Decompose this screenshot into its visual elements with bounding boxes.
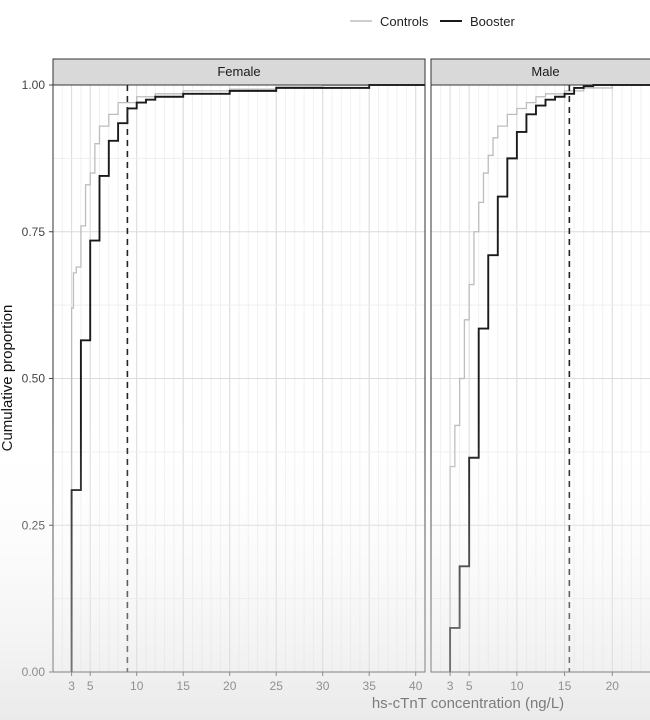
series-line-controls — [449, 84, 650, 672]
legend-controls-label: Controls — [380, 14, 429, 29]
x-tick-label: 35 — [363, 679, 377, 693]
x-tick-label: 20 — [606, 679, 620, 693]
facet-strip-label: Female — [217, 64, 260, 79]
x-tick-label: 5 — [466, 679, 473, 693]
facet-strip — [430, 58, 650, 86]
x-tick-label: 40 — [409, 679, 423, 693]
legend: Controls Booster — [350, 14, 515, 29]
x-tick-label: 5 — [87, 679, 94, 693]
panel-female: Female 3 5 10 15 20 25 30 35 40 — [52, 58, 426, 693]
facet-strip-label: Male — [531, 64, 559, 79]
x-tick-label: 15 — [177, 679, 191, 693]
y-tick-label: 0.75 — [22, 225, 46, 239]
series-line-booster — [70, 84, 425, 672]
x-axis-title: hs-cTnT concentration (ng/L) — [372, 695, 564, 712]
y-axis-title: Cumulative proportion — [0, 305, 16, 452]
x-tick-label: 20 — [223, 679, 237, 693]
x-tick-label: 3 — [447, 679, 454, 693]
x-tick-label: 25 — [270, 679, 284, 693]
y-tick-label: 0.25 — [22, 518, 46, 532]
y-tick-label: 0.00 — [22, 665, 46, 679]
legend-booster-label: Booster — [470, 14, 515, 29]
panel-male: Male351015202 — [430, 58, 650, 693]
y-axis: 0.00 0.25 0.50 0.75 1.00 — [22, 78, 53, 679]
x-tick-label: 10 — [510, 679, 524, 693]
x-tick-label: 15 — [558, 679, 572, 693]
x-tick-label: 3 — [68, 679, 75, 693]
y-tick-label: 1.00 — [22, 78, 46, 92]
y-tick-label: 0.50 — [22, 372, 46, 386]
x-tick-label: 10 — [130, 679, 144, 693]
x-tick-label: 30 — [316, 679, 330, 693]
